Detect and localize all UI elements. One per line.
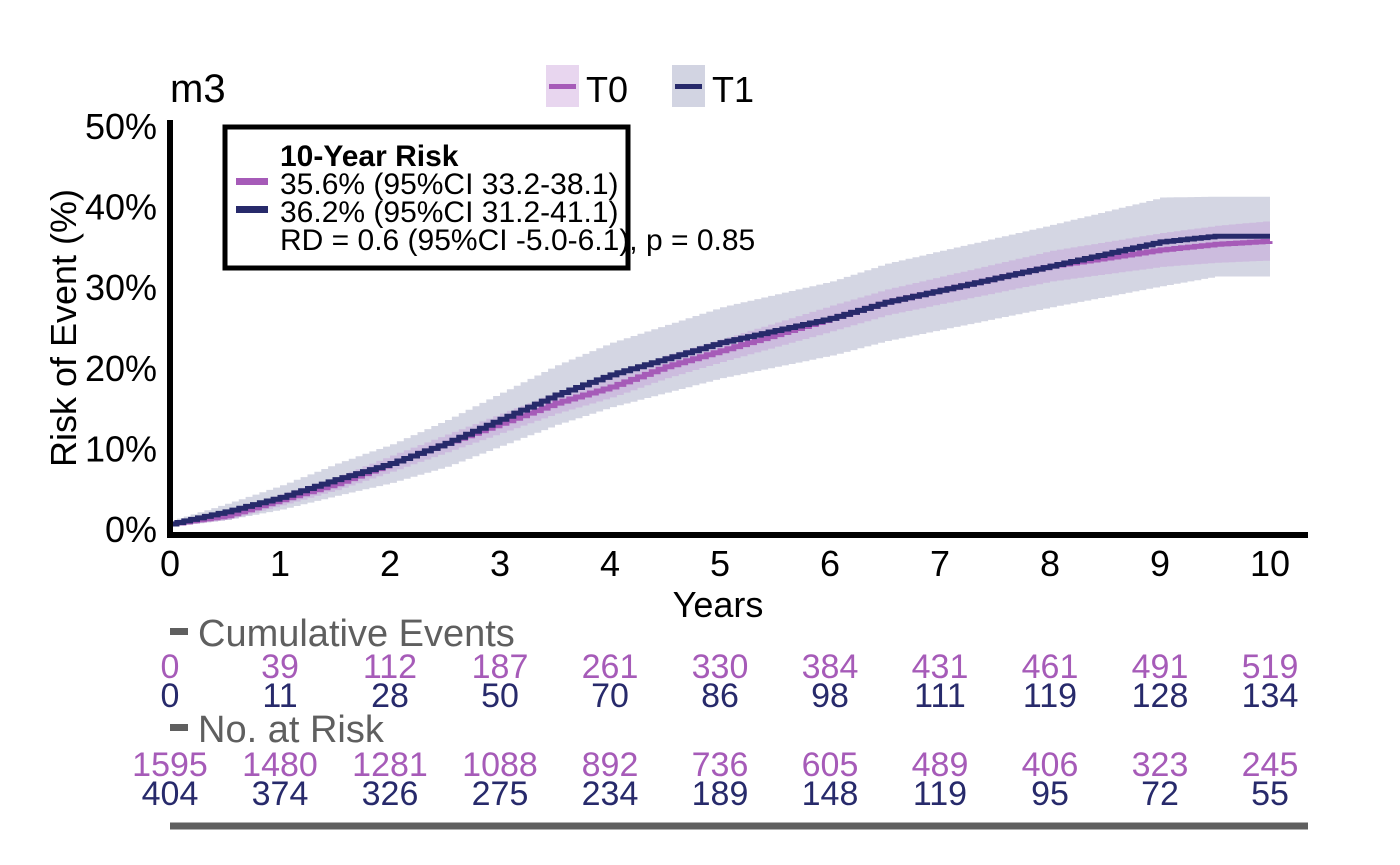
at-risk-t1-cell: 374 (252, 775, 309, 813)
y-tick-label: 10% (85, 428, 157, 469)
at-risk-t0-cell: 605 (802, 746, 859, 784)
x-tick-label: 8 (1040, 543, 1060, 584)
x-tick-label: 2 (380, 543, 400, 584)
cumulative-events-t1-cell: 128 (1132, 677, 1189, 715)
cumulative-events-t0-cell: 0 (161, 648, 180, 686)
legend-label-t0: T0 (586, 69, 628, 110)
cumulative-events-label: Cumulative Events (198, 613, 515, 655)
legend-item-t1[interactable]: T1 (672, 65, 754, 110)
cumulative-events-t0-cell: 330 (692, 648, 749, 686)
annotation-title: 10-Year Risk (280, 140, 459, 173)
cumulative-events-t1-cell: 50 (481, 677, 519, 715)
annotation-line-t1: 36.2% (95%CI 31.2-41.1) (280, 196, 619, 229)
cumulative-events-t0-cell: 461 (1022, 648, 1079, 686)
x-tick-label: 7 (930, 543, 950, 584)
x-tick-label: 0 (160, 543, 180, 584)
annotation-swatch-t0 (236, 178, 268, 185)
cumulative-events-t0-cell: 261 (582, 648, 639, 686)
cumulative-events-t1-cell: 11 (262, 677, 297, 715)
x-tick-label: 9 (1150, 543, 1170, 584)
at-risk-t0-cell: 1088 (462, 746, 538, 784)
annotation-rd: RD = 0.6 (95%CI -5.0-6.1), p = 0.85 (280, 224, 755, 257)
cumulative-events-t1-cell: 98 (811, 677, 849, 715)
at-risk-t0-cell: 489 (912, 746, 969, 784)
cumulative-events-t1-cell: 70 (591, 677, 629, 715)
at-risk-t1-cell: 55 (1251, 775, 1289, 813)
y-tick-label: 20% (85, 348, 157, 389)
x-tick-label: 5 (710, 543, 730, 584)
at-risk-t1-cell: 95 (1031, 775, 1069, 813)
cumulative-events-t0-row: 0 39 112 187 261 330 384 431 461 491 519 (161, 648, 1299, 686)
legend-item-t0[interactable]: T0 (546, 65, 628, 110)
at-risk-t0-cell: 736 (692, 746, 749, 784)
x-tick-label: 6 (820, 543, 840, 584)
cumulative-events-marker (170, 628, 188, 635)
y-tick-label: 0% (105, 509, 157, 550)
cumulative-events-t1-cell: 0 (161, 677, 180, 715)
at-risk-marker (170, 724, 188, 731)
chart-title: m3 (170, 67, 226, 111)
risk-table: Cumulative Events 0 39 112 187 261 330 384 431 4… (132, 613, 1308, 830)
at-risk-t1-cell: 72 (1141, 775, 1179, 813)
at-risk-t0-row: 1595 1480 1281 1088 892 736 605 489 406 323 245 (132, 746, 1298, 784)
cumulative-events-t1-cell: 86 (701, 677, 739, 715)
cumulative-events-t0-cell: 519 (1242, 648, 1299, 686)
at-risk-t1-cell: 404 (142, 775, 199, 813)
legend-line-t1 (675, 84, 702, 89)
at-risk-t0-cell: 406 (1022, 746, 1079, 784)
x-tick-labels: 0 1 2 3 4 5 6 7 8 9 10 (160, 543, 1290, 584)
at-risk-t0-cell: 892 (582, 746, 639, 784)
cumulative-events-t0-cell: 431 (912, 648, 969, 686)
at-risk-t1-cell: 275 (472, 775, 529, 813)
cumulative-events-t0-cell: 39 (261, 648, 299, 686)
x-tick-label: 10 (1250, 543, 1290, 584)
at-risk-t0-cell: 1480 (242, 746, 318, 784)
legend: T0 T1 (546, 65, 754, 110)
cumulative-events-t1-cell: 28 (371, 677, 409, 715)
at-risk-t1-cell: 119 (913, 775, 967, 813)
at-risk-t1-cell: 326 (362, 775, 419, 813)
cumulative-events-t1-row: 0 11 28 50 70 86 98 111 119 128 134 (161, 677, 1299, 715)
y-axis-label: Risk of Event (%) (43, 189, 84, 467)
cumulative-events-t0-cell: 112 (363, 648, 417, 686)
at-risk-label: No. at Risk (198, 709, 385, 751)
at-risk-t1-cell: 148 (802, 775, 859, 813)
legend-label-t1: T1 (712, 69, 754, 110)
cumulative-events-t1-cell: 119 (1023, 677, 1077, 715)
legend-line-t0 (549, 84, 576, 89)
x-tick-label: 1 (270, 543, 290, 584)
cumulative-events-t1-cell: 111 (914, 677, 966, 715)
ten-year-risk-box: 10-Year Risk 35.6% (95%CI 33.2-38.1) 36.… (222, 124, 755, 271)
y-tick-labels: 0% 10% 20% 30% 40% 50% (85, 106, 157, 550)
at-risk-t0-cell: 245 (1242, 746, 1299, 784)
risk-curve-t1 (170, 233, 1270, 527)
at-risk-t0-cell: 1595 (132, 746, 208, 784)
annotation-border (222, 124, 631, 271)
x-axis-label: Years (673, 584, 764, 625)
at-risk-t0-cell: 1281 (352, 746, 428, 784)
cumulative-events-t0-cell: 187 (472, 648, 529, 686)
y-tick-label: 50% (85, 106, 157, 147)
x-tick-label: 4 (600, 543, 620, 584)
at-risk-t1-cell: 189 (692, 775, 749, 813)
x-tick-label: 3 (490, 543, 510, 584)
annotation-line-t0: 35.6% (95%CI 33.2-38.1) (280, 168, 619, 201)
cumulative-events-t1-cell: 134 (1242, 677, 1299, 715)
risk-curves (170, 233, 1273, 527)
at-risk-t1-cell: 234 (582, 775, 639, 813)
cumulative-events-t0-cell: 491 (1132, 648, 1189, 686)
annotation-swatch-t1 (236, 206, 268, 213)
cumulative-events-t0-cell: 384 (802, 648, 859, 686)
at-risk-t0-cell: 323 (1132, 746, 1189, 784)
at-risk-t1-row: 404 374 326 275 234 189 148 119 95 72 55 (142, 775, 1289, 813)
ci-band-t0 (170, 220, 1270, 526)
y-tick-label: 40% (85, 187, 157, 228)
y-tick-label: 30% (85, 267, 157, 308)
